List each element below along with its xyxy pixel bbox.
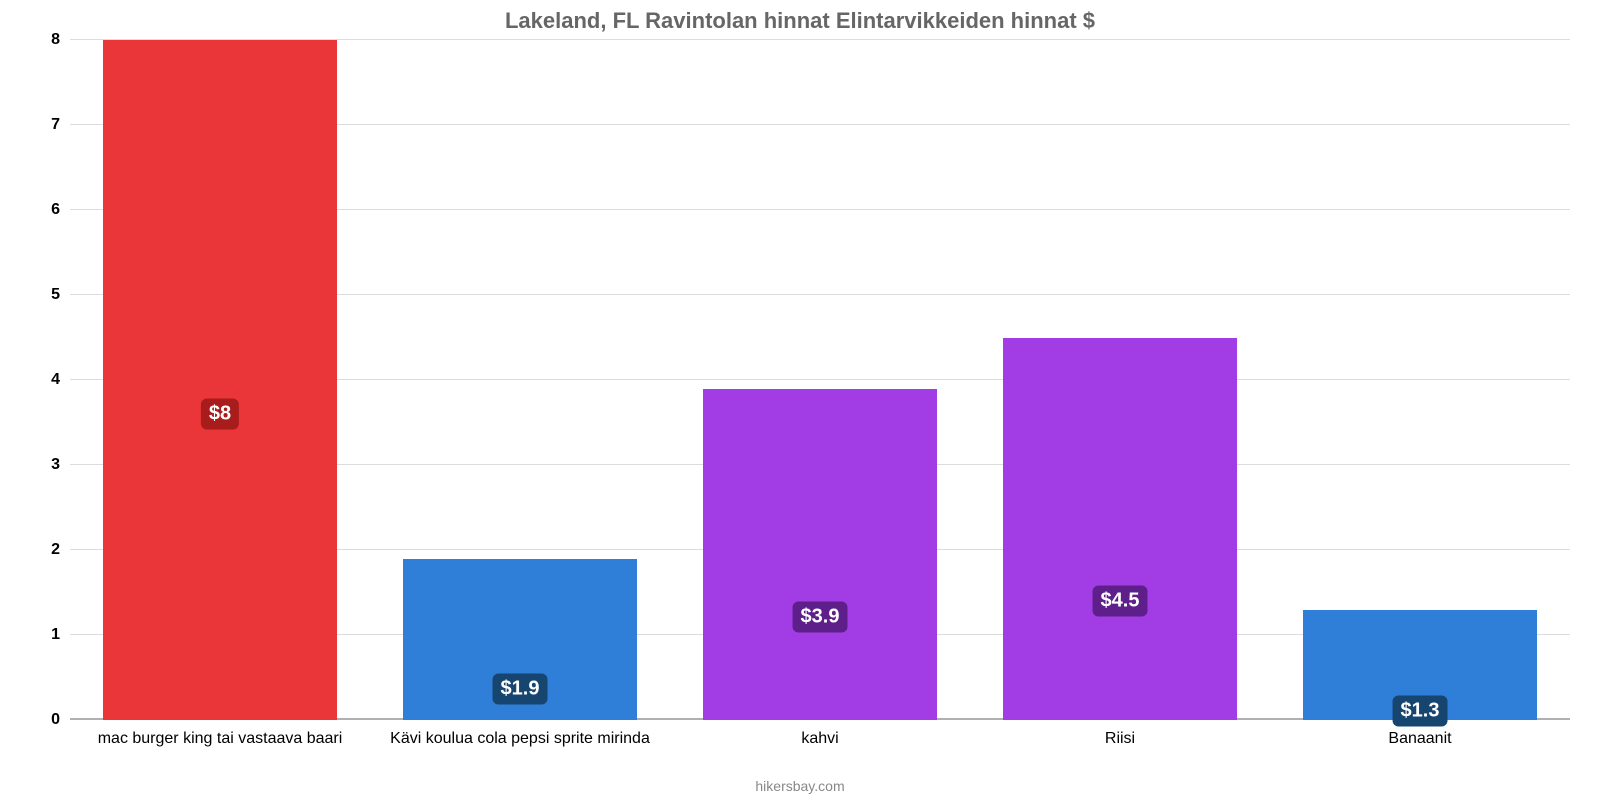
value-badge: $8 xyxy=(201,399,239,430)
ytick-label: 4 xyxy=(51,371,60,389)
bar xyxy=(703,389,937,721)
value-badge: $3.9 xyxy=(793,602,848,633)
bar xyxy=(103,40,337,720)
chart-credit: hikersbay.com xyxy=(0,778,1600,794)
chart-title: Lakeland, FL Ravintolan hinnat Elintarvi… xyxy=(0,0,1600,34)
ytick-label: 3 xyxy=(51,456,60,474)
ytick-label: 2 xyxy=(51,541,60,559)
plot-area: 012345678$8mac burger king tai vastaava … xyxy=(70,40,1570,720)
xtick-label: Banaanit xyxy=(1388,730,1451,748)
xtick-label: Kävi koulua cola pepsi sprite mirinda xyxy=(390,730,650,748)
xtick-label: kahvi xyxy=(801,730,838,748)
ytick-label: 5 xyxy=(51,286,60,304)
value-badge: $4.5 xyxy=(1093,586,1148,617)
ytick-label: 0 xyxy=(51,711,60,729)
xtick-label: Riisi xyxy=(1105,730,1135,748)
ytick-label: 8 xyxy=(51,31,60,49)
xtick-label: mac burger king tai vastaava baari xyxy=(98,730,343,748)
value-badge: $1.9 xyxy=(493,674,548,705)
bar xyxy=(1003,338,1237,721)
value-badge: $1.3 xyxy=(1393,696,1448,727)
ytick-label: 6 xyxy=(51,201,60,219)
price-bar-chart: Lakeland, FL Ravintolan hinnat Elintarvi… xyxy=(0,0,1600,800)
ytick-label: 7 xyxy=(51,116,60,134)
ytick-label: 1 xyxy=(51,626,60,644)
